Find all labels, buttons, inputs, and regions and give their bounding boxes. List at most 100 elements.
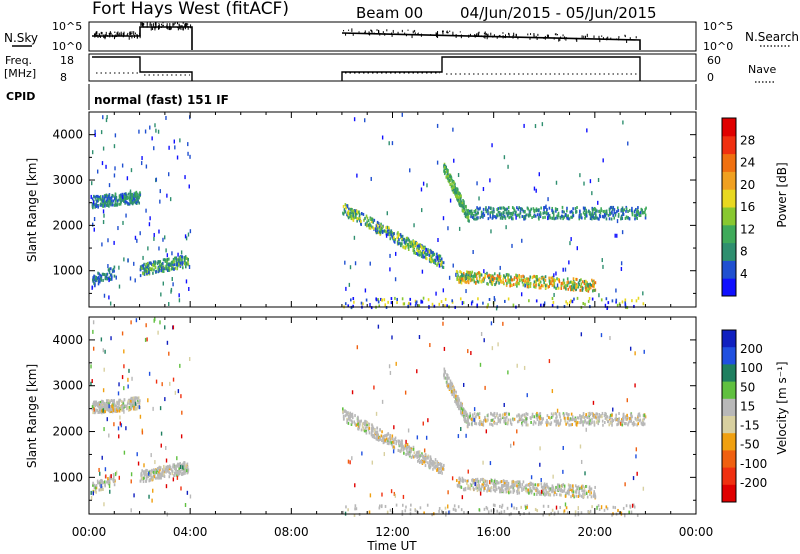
echo-mark <box>162 258 165 262</box>
echo-mark <box>467 479 469 483</box>
echo-mark <box>543 483 546 487</box>
echo-mark <box>623 421 626 425</box>
echo-mark <box>597 422 600 426</box>
echo-mark <box>549 282 551 286</box>
echo-mark <box>547 212 550 216</box>
echo-mark <box>591 420 593 424</box>
nsky-noise-mark <box>535 35 537 38</box>
nsky-noise-mark <box>352 32 354 36</box>
echo-mark <box>477 484 479 488</box>
echo-mark <box>547 490 550 494</box>
echo-mark <box>139 191 141 195</box>
echo-mark <box>178 472 181 476</box>
echo-mark <box>123 398 126 402</box>
noise-mark <box>402 494 405 499</box>
noise-mark <box>427 418 429 423</box>
echo-mark <box>469 273 472 277</box>
echo-mark <box>538 412 541 416</box>
echo-mark <box>536 213 539 217</box>
echo-mark <box>548 415 550 419</box>
echo-mark <box>107 481 110 485</box>
noise-mark <box>484 385 486 390</box>
echo-mark <box>583 489 586 493</box>
echo-mark <box>608 207 611 211</box>
echo-mark <box>600 414 602 418</box>
echo-mark <box>124 192 127 196</box>
echo-mark <box>522 274 524 278</box>
echo-mark <box>585 286 587 290</box>
echo-mark <box>180 261 183 265</box>
echo-mark <box>380 229 382 233</box>
echo-mark <box>100 406 103 410</box>
echo-mark <box>376 426 378 430</box>
echo-mark <box>129 199 132 203</box>
echo-mark <box>626 216 629 220</box>
echo-mark <box>349 214 352 218</box>
echo-mark <box>115 203 117 207</box>
echo-mark <box>598 413 601 417</box>
echo-mark <box>626 413 628 417</box>
echo-mark <box>167 268 170 272</box>
echo-mark <box>591 217 593 221</box>
echo-mark <box>469 484 472 488</box>
echo-mark <box>95 486 98 490</box>
echo-mark <box>572 207 574 211</box>
echo-mark <box>622 209 624 213</box>
echo-mark <box>546 208 548 212</box>
echo-mark <box>372 220 375 224</box>
echo-mark <box>113 274 116 278</box>
echo-mark <box>549 417 551 421</box>
echo-mark <box>421 458 423 462</box>
noise-mark <box>92 329 94 334</box>
nsky-noise-mark <box>558 37 560 42</box>
nsky-noise-mark <box>565 36 567 39</box>
echo-mark <box>626 306 629 310</box>
echo-mark <box>356 212 358 216</box>
echo-mark <box>631 213 634 217</box>
echo-mark <box>470 215 472 219</box>
echo-mark <box>571 423 574 427</box>
colorbar-tick-label: -200 <box>740 476 767 490</box>
echo-mark <box>489 487 491 491</box>
echo-mark <box>407 451 409 455</box>
echo-mark <box>548 422 550 426</box>
echo-mark <box>490 276 492 280</box>
echo-mark <box>618 417 620 421</box>
noise-mark <box>103 213 105 218</box>
echo-mark <box>605 297 608 301</box>
colorbar-swatch <box>722 416 736 434</box>
nsky-noise-mark <box>586 33 588 38</box>
echo-mark <box>455 400 457 404</box>
echo-mark <box>487 487 489 491</box>
echo-mark <box>399 233 402 237</box>
echo-mark <box>580 511 583 515</box>
echo-mark <box>423 255 426 259</box>
noise-mark <box>123 364 125 369</box>
echo-mark <box>92 411 94 415</box>
noise-mark <box>642 291 644 296</box>
echo-mark <box>142 480 145 484</box>
echo-mark <box>591 297 594 301</box>
echo-mark <box>467 280 470 284</box>
echo-mark <box>645 206 647 210</box>
echo-mark <box>461 404 463 408</box>
echo-mark <box>517 419 520 423</box>
echo-mark <box>112 409 115 413</box>
echo-mark <box>418 459 420 463</box>
echo-mark <box>104 482 106 486</box>
echo-mark <box>498 272 501 276</box>
echo-mark <box>483 482 486 486</box>
echo-mark <box>614 213 617 217</box>
echo-mark <box>506 207 508 211</box>
echo-mark <box>185 469 188 473</box>
noise-mark <box>180 486 182 491</box>
echo-mark <box>419 459 422 463</box>
nsky-noise-mark <box>459 31 461 33</box>
nsky-noise-mark <box>371 30 373 34</box>
nsky-noise-mark <box>182 26 184 31</box>
echo-mark <box>422 255 424 259</box>
echo-mark <box>623 208 625 212</box>
echo-mark <box>355 507 358 511</box>
echo-mark <box>110 273 113 277</box>
echo-mark <box>563 215 566 219</box>
